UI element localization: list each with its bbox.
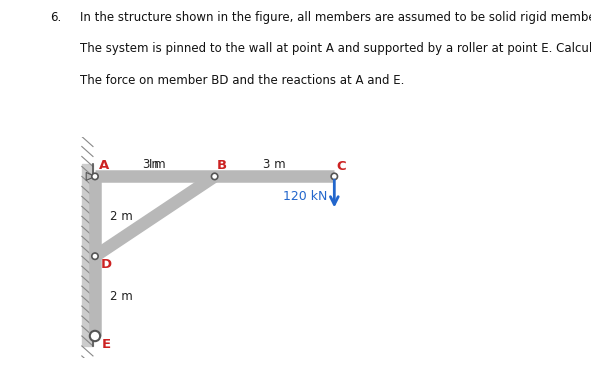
Text: B: B — [217, 159, 227, 172]
Text: 3 m: 3 m — [144, 158, 166, 171]
Text: 6.: 6. — [50, 11, 61, 24]
Text: 2 m: 2 m — [110, 290, 133, 303]
Circle shape — [90, 331, 100, 341]
Text: In: In — [150, 158, 160, 171]
Text: E: E — [102, 338, 111, 351]
Text: The force on member BD and the reactions at A and E.: The force on member BD and the reactions… — [80, 74, 404, 87]
Circle shape — [92, 253, 98, 259]
Text: A: A — [99, 159, 109, 172]
Polygon shape — [86, 172, 95, 180]
Circle shape — [212, 173, 218, 180]
Text: In the structure shown in the figure, all members are assumed to be solid rigid : In the structure shown in the figure, al… — [80, 11, 591, 24]
Text: The system is pinned to the wall at point A and supported by a roller at point E: The system is pinned to the wall at poin… — [80, 42, 591, 55]
Text: C: C — [337, 160, 346, 173]
Bar — [82, 165, 93, 346]
Text: 120 kN: 120 kN — [282, 190, 327, 203]
Circle shape — [331, 173, 337, 180]
Text: D: D — [100, 258, 112, 271]
Text: 3 m: 3 m — [263, 158, 286, 171]
Circle shape — [92, 173, 98, 180]
Text: 2 m: 2 m — [110, 210, 133, 223]
